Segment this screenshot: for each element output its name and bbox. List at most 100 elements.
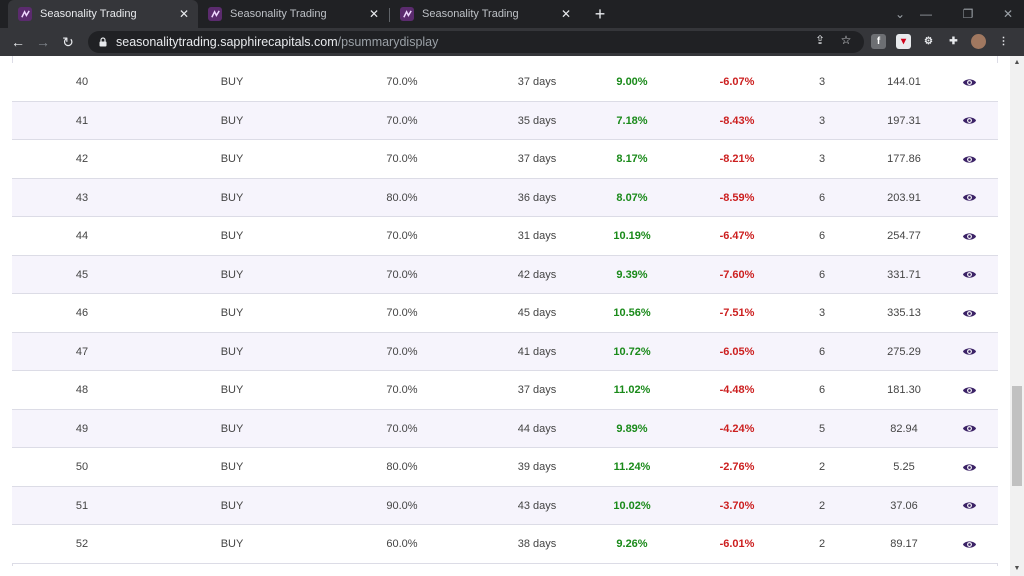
table-row: 43 BUY 80.0% 36 days 8.07% -8.59% 6 203.91: [12, 178, 998, 217]
accuracy-cell: 70.0%: [386, 345, 418, 358]
view-eye-icon[interactable]: [956, 333, 982, 371]
bookmark-star-icon[interactable]: ☆: [840, 33, 852, 47]
tab-separator: [389, 8, 390, 22]
view-eye-icon[interactable]: [956, 294, 982, 332]
window-close-button[interactable]: ✕: [1002, 7, 1014, 21]
signal-cell: BUY: [220, 268, 244, 281]
view-eye-icon[interactable]: [956, 140, 982, 178]
count-cell: 6: [818, 384, 826, 396]
accuracy-cell: 70.0%: [386, 422, 418, 435]
value-cell: 82.94: [890, 422, 918, 435]
accuracy-cell: 70.0%: [386, 76, 418, 88]
value-cell: 197.31: [887, 114, 921, 127]
gain-cell: 8.07%: [616, 191, 648, 204]
gain-cell: 7.18%: [616, 114, 648, 127]
gain-cell: 10.56%: [613, 307, 651, 319]
signal-cell: BUY: [220, 153, 244, 165]
row-number: 47: [75, 345, 89, 358]
loss-cell: -4.48%: [719, 384, 755, 396]
new-tab-button[interactable]: +: [594, 4, 606, 24]
profile-avatar[interactable]: [971, 34, 986, 49]
count-cell: 5: [818, 422, 826, 435]
scrollbar-thumb[interactable]: [1012, 386, 1022, 486]
count-cell: 6: [818, 191, 826, 204]
view-eye-icon[interactable]: [956, 410, 982, 448]
restore-button[interactable]: ❐: [962, 7, 974, 21]
view-eye-icon[interactable]: [956, 448, 982, 486]
pocket-extension-icon[interactable]: ▾: [896, 34, 911, 49]
address-bar[interactable]: seasonalitytrading.sapphirecapitals.com/…: [88, 31, 864, 53]
tab-title: Seasonality Trading: [40, 8, 137, 20]
close-icon[interactable]: ✕: [560, 7, 572, 21]
url-path: /psummarydisplay: [337, 35, 439, 49]
view-eye-icon[interactable]: [956, 487, 982, 525]
gain-cell: 10.02%: [613, 499, 651, 512]
signal-cell: BUY: [220, 384, 244, 396]
signal-cell: BUY: [220, 345, 244, 358]
facebook-extension-icon[interactable]: f: [871, 34, 886, 49]
view-eye-icon[interactable]: [956, 525, 982, 563]
close-icon[interactable]: ✕: [368, 7, 380, 21]
duration-cell: 31 days: [517, 230, 557, 242]
browser-chrome: Seasonality Trading ✕ Seasonality Tradin…: [0, 0, 1024, 56]
tab-3[interactable]: Seasonality Trading ✕: [390, 0, 580, 28]
scroll-up-arrow-icon[interactable]: ▲: [1013, 59, 1021, 66]
count-cell: 6: [818, 230, 826, 242]
table-row: 42 BUY 70.0% 37 days 8.17% -8.21% 3 177.86: [12, 140, 998, 179]
row-number: 43: [75, 191, 89, 204]
tab-2[interactable]: Seasonality Trading ✕: [198, 0, 388, 28]
close-icon[interactable]: ✕: [178, 7, 190, 21]
view-eye-icon[interactable]: [956, 63, 982, 101]
table-row: 51 BUY 90.0% 43 days 10.02% -3.70% 2 37.06: [12, 486, 998, 525]
scroll-down-arrow-icon[interactable]: ▼: [1013, 565, 1021, 572]
duration-cell: 37 days: [517, 153, 557, 165]
view-eye-icon[interactable]: [956, 371, 982, 409]
duration-cell: 45 days: [517, 307, 557, 319]
toolbar: ← → ↻ seasonalitytrading.sapphirecapital…: [0, 28, 1024, 56]
reload-button[interactable]: ↻: [62, 33, 74, 50]
grammar-extension-icon[interactable]: ⚙: [924, 36, 933, 47]
value-cell: 5.25: [893, 461, 915, 473]
url-text: seasonalitytrading.sapphirecapitals.com/…: [116, 35, 438, 49]
count-cell: 2: [818, 499, 826, 512]
gain-cell: 10.72%: [613, 345, 651, 358]
tab-search-icon[interactable]: ⌄: [894, 7, 906, 21]
menu-kebab-icon[interactable]: ⋮: [998, 36, 1009, 47]
value-cell: 331.71: [887, 268, 921, 281]
row-number: 48: [75, 384, 89, 396]
view-eye-icon[interactable]: [956, 179, 982, 217]
tab-title: Seasonality Trading: [422, 8, 519, 20]
value-cell: 335.13: [887, 307, 921, 319]
table-row: 50 BUY 80.0% 39 days 11.24% -2.76% 2 5.25: [12, 448, 998, 487]
tab-1[interactable]: Seasonality Trading ✕: [8, 0, 198, 28]
loss-cell: -6.47%: [719, 230, 755, 242]
table-row: 46 BUY 70.0% 45 days 10.56% -7.51% 3 335.13: [12, 294, 998, 333]
accuracy-cell: 80.0%: [386, 191, 418, 204]
minimize-button[interactable]: —: [920, 7, 932, 21]
loss-cell: -8.59%: [719, 191, 755, 204]
back-button[interactable]: ←: [11, 34, 25, 50]
signal-cell: BUY: [220, 499, 244, 512]
view-eye-icon[interactable]: [956, 256, 982, 294]
count-cell: 6: [818, 268, 826, 281]
view-eye-icon[interactable]: [956, 102, 982, 140]
extensions-puzzle-icon[interactable]: ✚: [949, 36, 958, 47]
signal-cell: BUY: [220, 538, 244, 550]
vertical-scrollbar[interactable]: ▲ ▼: [1010, 56, 1024, 576]
forward-button[interactable]: →: [36, 34, 50, 50]
duration-cell: 39 days: [517, 461, 557, 473]
count-cell: 3: [818, 76, 826, 88]
duration-cell: 44 days: [517, 422, 557, 435]
row-number: 46: [75, 307, 89, 319]
loss-cell: -6.07%: [719, 76, 755, 88]
gain-cell: 9.00%: [616, 76, 648, 88]
accuracy-cell: 70.0%: [386, 268, 418, 281]
view-eye-icon[interactable]: [956, 217, 982, 255]
gain-cell: 11.02%: [613, 384, 651, 396]
share-icon[interactable]: ⇪: [814, 33, 826, 47]
row-number: 40: [75, 76, 89, 88]
count-cell: 2: [818, 538, 826, 550]
duration-cell: 35 days: [517, 114, 557, 127]
count-cell: 2: [818, 461, 826, 473]
gain-cell: 9.26%: [616, 538, 648, 550]
